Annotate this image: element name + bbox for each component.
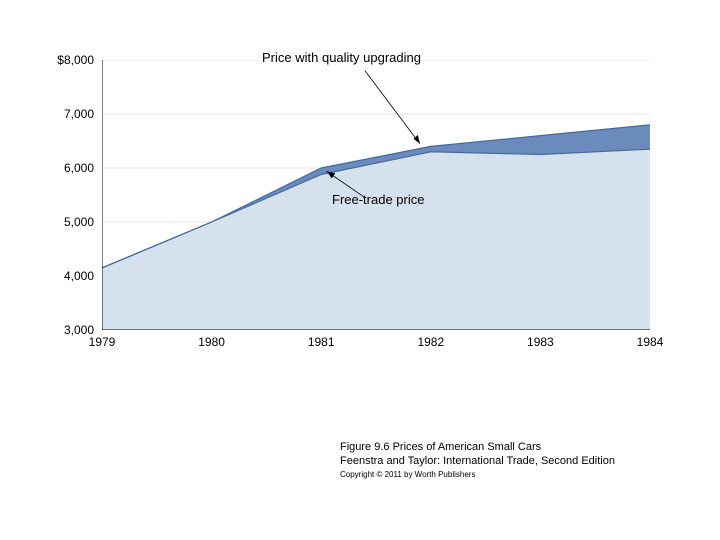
plot-area: Price with quality upgrading Free-trade …	[102, 60, 650, 330]
caption-copyright: Copyright © 2011 by Worth Publishers	[340, 469, 710, 480]
annotation-upper: Price with quality upgrading	[262, 50, 421, 65]
caption-title: Figure 9.6 Prices of American Small Cars	[340, 440, 710, 454]
y-tick-label: 6,000	[50, 162, 94, 174]
y-tick-label: 3,000	[50, 324, 94, 336]
x-tick-label: 1982	[411, 336, 451, 348]
page: $8,000 7,000 6,000 5,000 4,000 3,000 197…	[0, 0, 720, 540]
x-tick-label: 1981	[301, 336, 341, 348]
x-tick-label: 1983	[520, 336, 560, 348]
y-tick-label: $8,000	[50, 54, 94, 66]
caption-source: Feenstra and Taylor: International Trade…	[340, 454, 710, 468]
y-tick-label: 5,000	[50, 216, 94, 228]
x-tick-label: 1980	[192, 336, 232, 348]
x-tick-label: 1979	[82, 336, 122, 348]
caption: Figure 9.6 Prices of American Small Cars…	[340, 440, 710, 480]
x-tick-label: 1984	[630, 336, 670, 348]
annotation-lower: Free-trade price	[332, 192, 424, 207]
area-free-trade	[102, 149, 650, 330]
y-tick-label: 4,000	[50, 270, 94, 282]
y-tick-label: 7,000	[50, 108, 94, 120]
chart-container: $8,000 7,000 6,000 5,000 4,000 3,000 197…	[50, 60, 650, 360]
annotation-arrow-line	[365, 71, 420, 144]
